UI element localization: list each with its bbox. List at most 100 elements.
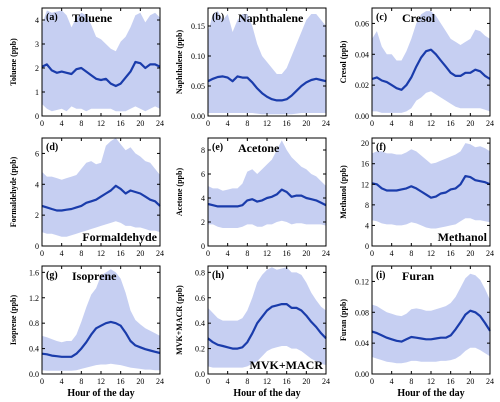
y-tick-label: 0.00 <box>191 112 205 121</box>
compound-name: Acetone <box>238 141 280 155</box>
panel-tag: (a) <box>46 12 58 23</box>
panel-tag: (b) <box>212 12 224 23</box>
x-tick-label: 0 <box>370 377 374 386</box>
compound-name: Methanol <box>438 230 488 244</box>
y-tick-label: 4 <box>35 180 39 189</box>
panel-i: 0 4 8 12 16 20 24 0.00 0.04 0.08 0.12 Furan (ppb) Ho… <box>339 265 494 399</box>
x-tick-label: 0 <box>40 119 44 128</box>
range-band <box>42 138 160 237</box>
y-tick-label: 4 <box>201 194 205 203</box>
y-tick-label: 0 <box>35 112 39 121</box>
compound-name: Toluene <box>72 11 113 25</box>
x-tick-label: 20 <box>136 119 144 128</box>
x-tick-label: 8 <box>409 119 413 128</box>
y-tick-label: 6 <box>35 149 39 158</box>
y-tick-label: 0.02 <box>355 81 369 90</box>
y-axis-label: MVK+MACR (ppb) <box>175 285 184 355</box>
x-tick-label: 24 <box>486 119 494 128</box>
x-tick-label: 8 <box>79 377 83 386</box>
mean-line <box>41 184 161 212</box>
y-tick-label: 20 <box>361 139 369 148</box>
x-tick-label: 24 <box>156 119 164 128</box>
range-band <box>208 11 326 115</box>
y-tick-label: 8 <box>365 201 369 210</box>
y-tick-label: 0.10 <box>191 52 205 61</box>
compound-name: Formaldehyde <box>82 230 157 244</box>
mean-line <box>207 303 327 350</box>
x-tick-label: 4 <box>226 249 230 258</box>
x-tick-label: 24 <box>156 249 164 258</box>
x-tick-label: 8 <box>409 249 413 258</box>
compound-name: Cresol <box>402 11 436 25</box>
y-axis-label: Formaldehyde (ppb) <box>9 156 18 227</box>
x-tick-label: 16 <box>117 377 125 386</box>
x-tick-label: 20 <box>466 249 474 258</box>
mean-line <box>41 60 161 88</box>
panel-tag: (f) <box>376 142 386 153</box>
y-tick-label: 0.15 <box>191 22 205 31</box>
panel-h: 0 4 8 12 16 20 24 0.0 0.2 0.4 0.6 0.8 MVK+MACR (ppb)… <box>175 265 330 399</box>
y-tick-label: 1.2 <box>29 294 39 303</box>
y-tick-label: 0.2 <box>195 345 205 354</box>
x-tick-label: 0 <box>206 377 210 386</box>
y-tick-label: 16 <box>361 160 369 169</box>
x-tick-label: 24 <box>322 119 330 128</box>
x-tick-label: 12 <box>263 119 271 128</box>
y-tick-label: 0.04 <box>355 339 369 348</box>
x-tick-label: 24 <box>156 377 164 386</box>
x-tick-label: 0 <box>206 249 210 258</box>
x-tick-label: 0 <box>40 249 44 258</box>
x-tick-label: 4 <box>226 377 230 386</box>
x-tick-label: 24 <box>486 249 494 258</box>
x-tick-label: 16 <box>283 119 291 128</box>
panel-tag: (d) <box>46 142 58 153</box>
x-tick-label: 24 <box>486 377 494 386</box>
y-axis-label: Acetone (ppb) <box>175 168 184 217</box>
x-tick-label: 4 <box>60 377 64 386</box>
y-tick-label: 0.04 <box>355 50 369 59</box>
y-tick-label: 0 <box>201 242 205 251</box>
y-tick-label: 2 <box>201 218 205 227</box>
compound-name: Naphthalene <box>238 11 304 25</box>
x-tick-label: 16 <box>117 249 125 258</box>
y-tick-label: 0.12 <box>355 277 369 286</box>
x-tick-label: 24 <box>322 249 330 258</box>
x-tick-label: 0 <box>206 119 210 128</box>
y-tick-label: 0.00 <box>355 370 369 379</box>
mean-line <box>207 188 327 208</box>
x-tick-label: 16 <box>283 377 291 386</box>
panel-f: 0 4 8 12 16 20 24 0 4 8 12 16 20 Methanol (ppb) (f) Met… <box>339 137 494 258</box>
x-tick-label: 4 <box>390 249 394 258</box>
panel-tag: (i) <box>376 270 385 281</box>
y-tick-label: 0.6 <box>195 294 205 303</box>
range-band <box>42 10 160 112</box>
y-tick-label: 0.05 <box>191 82 205 91</box>
x-axis-label: Hour of the day <box>67 388 134 399</box>
y-tick-label: 0.08 <box>355 308 369 317</box>
y-tick-label: 3 <box>35 40 39 49</box>
y-tick-label: 4 <box>35 16 39 25</box>
panel-tag: (e) <box>212 142 223 153</box>
x-tick-label: 8 <box>245 119 249 128</box>
y-tick-label: 8 <box>201 146 205 155</box>
x-axis-label: Hour of the day <box>397 388 464 399</box>
panel-tag: (c) <box>376 12 387 23</box>
x-tick-label: 12 <box>263 377 271 386</box>
x-tick-label: 4 <box>60 249 64 258</box>
x-tick-label: 12 <box>427 377 435 386</box>
y-tick-label: 0.8 <box>195 268 205 277</box>
x-tick-label: 12 <box>97 377 105 386</box>
range-band <box>372 11 490 113</box>
compound-name: MVK+MACR <box>250 358 324 372</box>
x-tick-label: 12 <box>97 119 105 128</box>
y-tick-label: 1.6 <box>29 268 39 277</box>
y-tick-label: 0.8 <box>29 319 39 328</box>
panel-g: 0 4 8 12 16 20 24 0.0 0.4 0.8 1.2 1.6 Isoprene (ppb)… <box>9 265 164 399</box>
x-tick-label: 12 <box>427 119 435 128</box>
y-tick-label: 2 <box>35 211 39 220</box>
y-tick-label: 12 <box>361 180 369 189</box>
y-axis-label: Cresol (ppb) <box>339 40 348 83</box>
y-tick-label: 0.4 <box>195 319 205 328</box>
